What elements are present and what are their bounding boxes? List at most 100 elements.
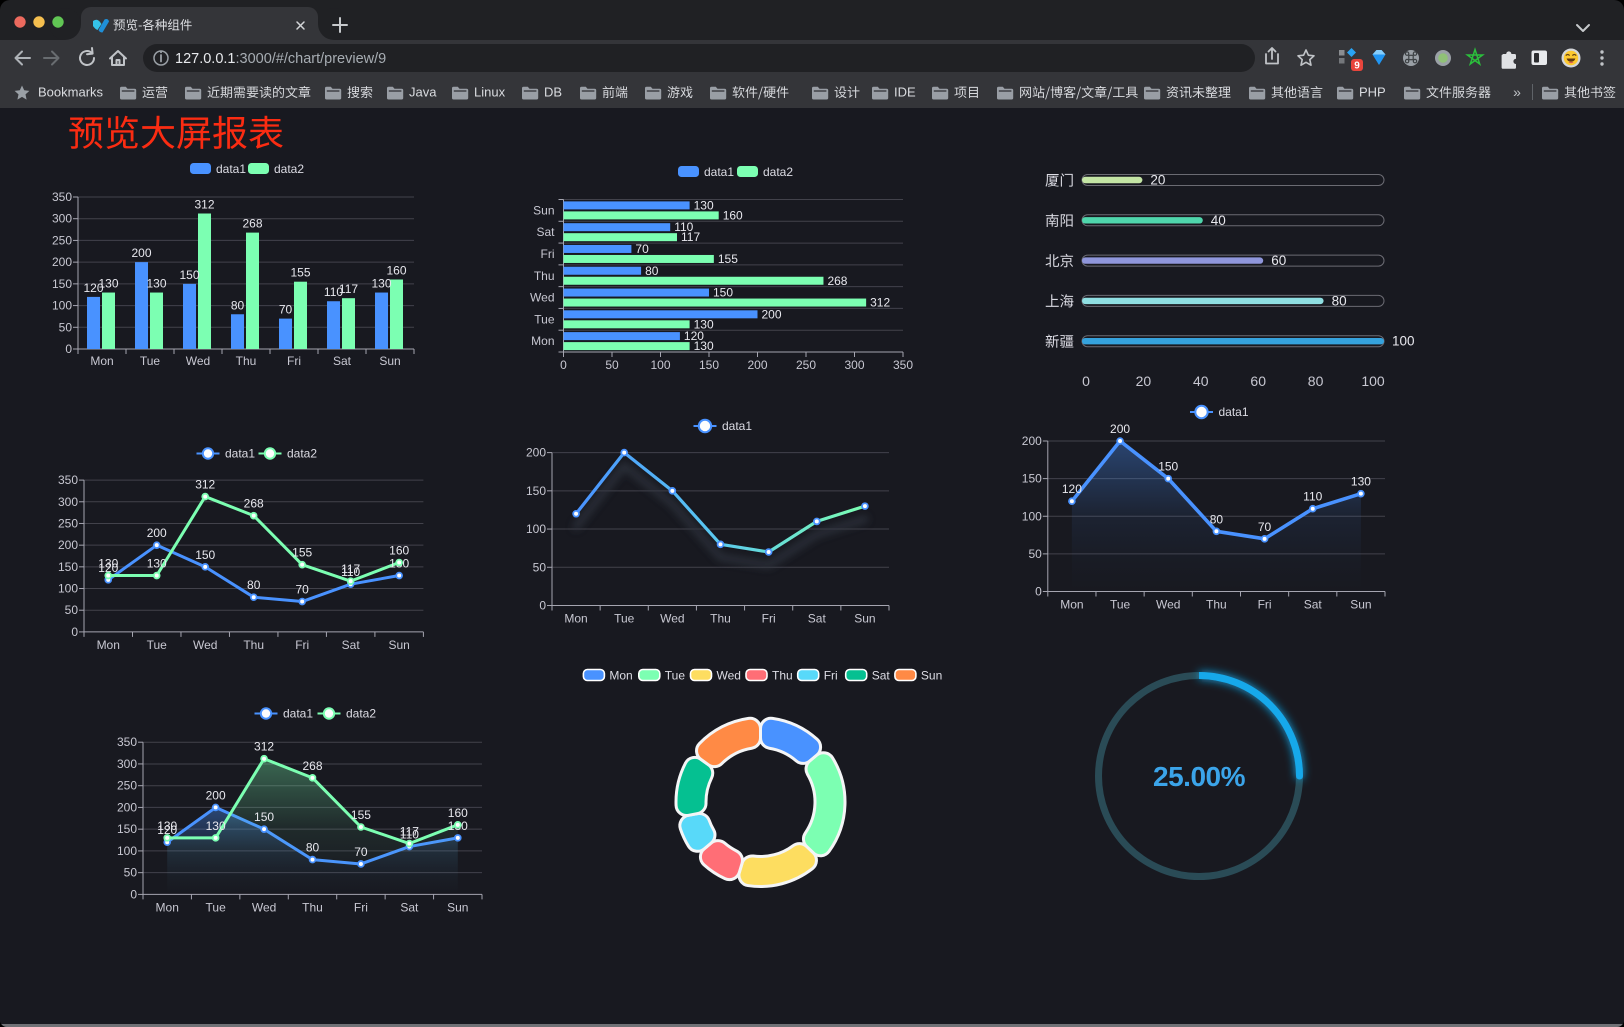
svg-text:Wed: Wed bbox=[193, 638, 217, 652]
svg-text:130: 130 bbox=[694, 339, 714, 353]
svg-text:110: 110 bbox=[674, 220, 693, 234]
svg-text:200: 200 bbox=[1022, 434, 1042, 448]
svg-text:100: 100 bbox=[1022, 509, 1042, 523]
svg-text:Sun: Sun bbox=[388, 638, 409, 652]
svg-text:»: » bbox=[1513, 84, 1521, 100]
svg-text:50: 50 bbox=[65, 603, 79, 617]
svg-text:Mon: Mon bbox=[531, 334, 554, 348]
svg-text:Thu: Thu bbox=[302, 900, 323, 914]
svg-text:data2: data2 bbox=[346, 707, 376, 721]
svg-text:200: 200 bbox=[52, 255, 72, 269]
svg-text:Wed: Wed bbox=[186, 354, 210, 368]
svg-text:300: 300 bbox=[58, 495, 78, 509]
svg-text:130: 130 bbox=[694, 317, 714, 331]
svg-text:120: 120 bbox=[684, 329, 704, 343]
svg-text:155: 155 bbox=[718, 252, 738, 266]
svg-text:70: 70 bbox=[279, 303, 293, 317]
svg-text:117: 117 bbox=[341, 562, 360, 576]
svg-text:200: 200 bbox=[1110, 422, 1130, 436]
svg-text:312: 312 bbox=[195, 478, 215, 492]
svg-text:70: 70 bbox=[296, 583, 310, 597]
svg-text:150: 150 bbox=[1022, 472, 1042, 486]
svg-text:80: 80 bbox=[645, 264, 659, 278]
svg-text:130: 130 bbox=[157, 819, 177, 833]
svg-text:Mon: Mon bbox=[564, 612, 587, 626]
svg-text:150: 150 bbox=[195, 548, 215, 562]
svg-text:Mon: Mon bbox=[1060, 598, 1083, 612]
svg-text:160: 160 bbox=[389, 544, 409, 558]
svg-text:350: 350 bbox=[117, 735, 137, 749]
svg-text:0: 0 bbox=[71, 625, 78, 639]
svg-text:Thu: Thu bbox=[236, 354, 257, 368]
svg-text:Thu: Thu bbox=[243, 638, 264, 652]
svg-text:Sat: Sat bbox=[400, 900, 419, 914]
svg-text:Thu: Thu bbox=[710, 612, 731, 626]
svg-text:Mon: Mon bbox=[90, 354, 113, 368]
svg-text:Tue: Tue bbox=[147, 638, 168, 652]
svg-text:data2: data2 bbox=[287, 447, 317, 461]
svg-text:268: 268 bbox=[242, 217, 262, 231]
svg-text:Sun: Sun bbox=[447, 900, 468, 914]
svg-text:120: 120 bbox=[1062, 482, 1082, 496]
svg-text:Bookmarks: Bookmarks bbox=[38, 85, 104, 100]
svg-text:200: 200 bbox=[762, 307, 782, 321]
svg-text:Fri: Fri bbox=[287, 354, 301, 368]
svg-text:IDE: IDE bbox=[894, 85, 916, 100]
svg-text:Thu: Thu bbox=[534, 269, 555, 283]
svg-text:Wed: Wed bbox=[1156, 598, 1180, 612]
svg-text:127.0.0.1:3000/#/chart/preview: 127.0.0.1:3000/#/chart/preview/9 bbox=[175, 51, 386, 67]
svg-text:80: 80 bbox=[231, 298, 245, 312]
svg-text:117: 117 bbox=[339, 282, 358, 296]
svg-text:100: 100 bbox=[650, 358, 670, 372]
svg-text:50: 50 bbox=[605, 358, 619, 372]
svg-text:0: 0 bbox=[539, 599, 546, 613]
svg-text:350: 350 bbox=[52, 190, 72, 204]
svg-text:40: 40 bbox=[1211, 213, 1226, 228]
svg-text:50: 50 bbox=[124, 866, 138, 880]
svg-text:Sun: Sun bbox=[921, 669, 942, 683]
svg-text:Fri: Fri bbox=[824, 669, 838, 683]
svg-text:110: 110 bbox=[324, 285, 343, 299]
svg-text:120: 120 bbox=[98, 561, 118, 575]
svg-text:Mon: Mon bbox=[156, 900, 179, 914]
svg-text:60: 60 bbox=[1250, 373, 1266, 389]
svg-text:Sat: Sat bbox=[808, 612, 827, 626]
svg-text:data1: data1 bbox=[216, 162, 246, 176]
svg-text:0: 0 bbox=[130, 887, 137, 901]
svg-text:0: 0 bbox=[1082, 373, 1090, 389]
svg-text:Wed: Wed bbox=[530, 291, 554, 305]
svg-text:Sun: Sun bbox=[533, 203, 554, 217]
svg-text:70: 70 bbox=[1258, 520, 1272, 534]
svg-text:Sat: Sat bbox=[333, 354, 352, 368]
svg-text:130: 130 bbox=[98, 277, 118, 291]
svg-text:0: 0 bbox=[560, 358, 567, 372]
svg-text:350: 350 bbox=[58, 473, 78, 487]
svg-text:130: 130 bbox=[1351, 475, 1371, 489]
svg-text:130: 130 bbox=[371, 277, 391, 291]
svg-text:Thu: Thu bbox=[1206, 598, 1227, 612]
svg-text:130: 130 bbox=[206, 819, 226, 833]
svg-text:data2: data2 bbox=[274, 162, 304, 176]
svg-text:Tue: Tue bbox=[534, 312, 555, 326]
svg-text:Sat: Sat bbox=[872, 669, 891, 683]
svg-text:120: 120 bbox=[157, 823, 177, 837]
svg-text:130: 130 bbox=[146, 277, 166, 291]
svg-text:250: 250 bbox=[58, 516, 78, 530]
svg-text:130: 130 bbox=[694, 198, 714, 212]
svg-text:Tue: Tue bbox=[140, 354, 161, 368]
svg-text:100: 100 bbox=[1361, 373, 1385, 389]
svg-text:100: 100 bbox=[1392, 334, 1415, 349]
svg-text:Sat: Sat bbox=[342, 638, 361, 652]
svg-text:150: 150 bbox=[117, 822, 137, 836]
svg-text:150: 150 bbox=[713, 286, 733, 300]
svg-text:Fri: Fri bbox=[541, 247, 555, 261]
svg-text:130: 130 bbox=[147, 557, 167, 571]
svg-text:60: 60 bbox=[1271, 253, 1286, 268]
svg-text:9: 9 bbox=[1354, 61, 1360, 72]
svg-text:Mon: Mon bbox=[609, 669, 632, 683]
svg-text:80: 80 bbox=[1332, 293, 1347, 308]
svg-text:70: 70 bbox=[635, 242, 649, 256]
svg-text:data1: data1 bbox=[704, 165, 734, 179]
svg-text:20: 20 bbox=[1150, 173, 1165, 188]
svg-text:data1: data1 bbox=[283, 707, 313, 721]
